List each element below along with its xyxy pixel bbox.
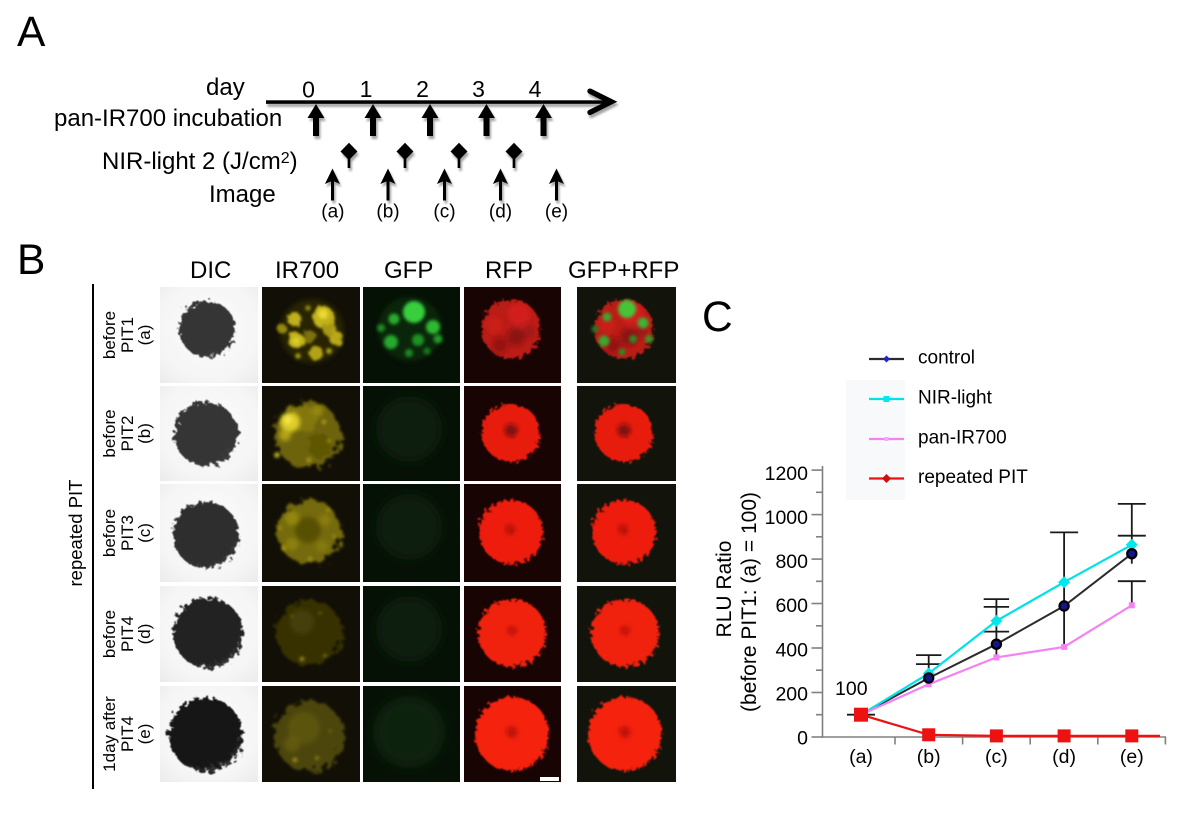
svg-text:NIR-light: NIR-light: [918, 388, 993, 409]
svg-text:(d): (d): [489, 201, 512, 222]
svg-text:600: 600: [775, 595, 808, 617]
svg-text:200: 200: [775, 684, 808, 706]
svg-text:RLU Ratio: RLU Ratio: [713, 541, 736, 638]
svg-text:400: 400: [775, 640, 808, 662]
svg-text:100: 100: [835, 678, 868, 700]
svg-text:(d): (d): [1052, 746, 1076, 768]
svg-text:(e): (e): [1120, 746, 1144, 768]
svg-text:0: 0: [302, 77, 315, 103]
svg-text:800: 800: [775, 551, 808, 573]
svg-text:(c): (c): [985, 746, 1008, 768]
svg-text:repeated PIT: repeated PIT: [918, 467, 1028, 488]
svg-text:(b): (b): [917, 746, 941, 768]
svg-text:control: control: [918, 348, 975, 369]
svg-text:3: 3: [472, 76, 485, 102]
svg-text:pan-IR700: pan-IR700: [918, 428, 1007, 449]
svg-text:0: 0: [797, 728, 808, 750]
svg-text:(c): (c): [433, 201, 455, 222]
svg-text:2: 2: [416, 76, 429, 102]
svg-text:(b): (b): [376, 201, 399, 222]
svg-text:(e): (e): [545, 201, 568, 222]
svg-text:(before PIT1: (a) = 100): (before PIT1: (a) = 100): [738, 492, 761, 712]
svg-text:4: 4: [529, 76, 542, 102]
svg-text:1: 1: [360, 76, 373, 102]
svg-text:1000: 1000: [765, 507, 809, 529]
svg-text:(a): (a): [321, 201, 344, 222]
svg-text:1200: 1200: [765, 463, 809, 485]
svg-text:(a): (a): [849, 746, 873, 768]
